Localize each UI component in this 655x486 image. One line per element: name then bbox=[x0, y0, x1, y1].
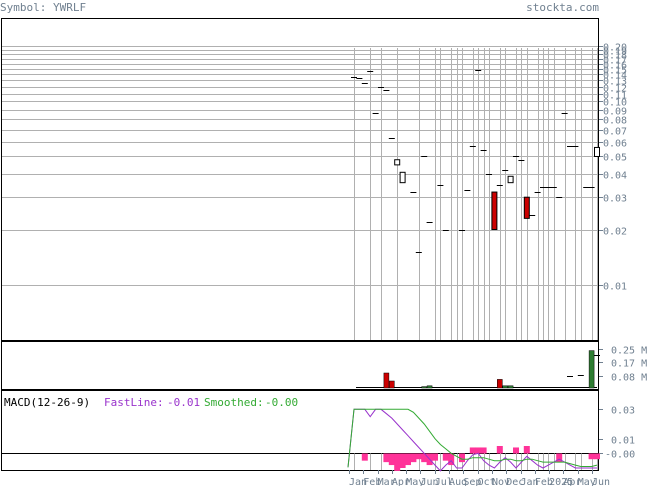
volume-tick-label: 0.25 M bbox=[611, 346, 647, 357]
price-tick-label: 0.07 bbox=[603, 127, 627, 138]
macd-histogram-bar bbox=[594, 453, 600, 460]
volume-tick-label: 0.17 M bbox=[611, 359, 647, 370]
price-tick-label: 0.18 bbox=[603, 51, 627, 62]
fastline-label: FastLine: bbox=[104, 396, 164, 409]
price-tick-label: 0.04 bbox=[603, 171, 627, 182]
volume-frame bbox=[1, 341, 599, 390]
price-frame bbox=[1, 18, 599, 341]
volume-tick-label: 0.08 M bbox=[611, 373, 647, 384]
price-tick-label: 0.05 bbox=[603, 153, 627, 164]
price-candle bbox=[491, 191, 498, 231]
macd-title: MACD(12-26-9) bbox=[4, 396, 90, 409]
smoothed-series bbox=[347, 408, 598, 468]
volume-bar bbox=[588, 350, 595, 389]
symbol-label: Symbol: YWRLF bbox=[0, 1, 86, 14]
volume-bar bbox=[389, 380, 395, 389]
price-tick-label: 0.03 bbox=[603, 194, 627, 205]
price-tick-label: 0.17 bbox=[603, 56, 627, 67]
x-tick-label: Dec bbox=[506, 477, 524, 486]
price-panel: 0.200.190.180.170.160.150.140.130.120.11… bbox=[1, 18, 627, 341]
volume-bar bbox=[497, 379, 503, 389]
macd-histogram-bar bbox=[523, 446, 530, 454]
fastline-series bbox=[347, 408, 597, 472]
price-tick-label: 0.19 bbox=[603, 47, 627, 58]
macd-histogram-bar bbox=[496, 446, 503, 454]
price-tick-label: 0.11 bbox=[603, 91, 627, 102]
macd-histogram-bar bbox=[556, 453, 563, 463]
macd-histogram-bar bbox=[448, 453, 455, 466]
x-tick-label: Jul bbox=[435, 477, 453, 486]
macd-tick-label: 0.03 bbox=[611, 406, 635, 417]
macd-histogram-bar bbox=[421, 453, 428, 463]
x-tick-label: Jun bbox=[420, 477, 438, 486]
volume-bar bbox=[421, 386, 427, 389]
price-tick-label: 0.08 bbox=[603, 116, 627, 127]
x-tick-label: Jan bbox=[349, 477, 367, 486]
macd-histogram-bar bbox=[475, 447, 482, 454]
volume-bar bbox=[383, 372, 390, 389]
macd-histogram-bar bbox=[415, 453, 422, 460]
macd-frame bbox=[1, 390, 599, 471]
price-tick-label: 0.13 bbox=[603, 77, 627, 88]
x-tick-label: 2025 bbox=[549, 477, 573, 486]
x-tick-label: May bbox=[406, 477, 424, 486]
macd-histogram-bar bbox=[405, 453, 411, 466]
price-candle bbox=[507, 175, 514, 184]
volume-bar bbox=[507, 385, 514, 389]
x-tick-label: Mar bbox=[378, 477, 396, 486]
x-tick-label: Jan bbox=[521, 477, 539, 486]
macd-histogram-bar bbox=[588, 453, 595, 460]
x-tick-label: Jun bbox=[592, 477, 610, 486]
site-label[interactable]: stockta.com bbox=[526, 1, 599, 14]
volume-bar bbox=[502, 385, 508, 389]
volume-bar bbox=[426, 385, 433, 389]
x-tick-label: Sep bbox=[463, 477, 481, 486]
macd-histogram-bar bbox=[513, 447, 519, 454]
price-tick-label: 0.02 bbox=[603, 227, 627, 238]
price-candle bbox=[594, 146, 600, 157]
x-tick-label: Oct bbox=[478, 477, 496, 486]
x-tick-label: Feb bbox=[535, 477, 553, 486]
price-candle bbox=[523, 196, 530, 219]
macd-histogram-bar bbox=[469, 447, 476, 454]
smoothed-label: Smoothed: bbox=[204, 396, 264, 409]
macd-histogram-bar bbox=[459, 453, 465, 463]
price-tick-label: 0.14 bbox=[603, 71, 627, 82]
volume-panel: 0.25 M 0.17 M 0.08 M bbox=[1, 341, 647, 390]
macd-histogram-bar bbox=[432, 453, 438, 461]
macd-histogram-bar bbox=[394, 453, 401, 471]
smoothed-value: -0.00 bbox=[265, 396, 298, 409]
x-axis: JanFebMarAprMayJunJulAugSepOctNovDecJanF… bbox=[349, 470, 610, 486]
price-tick-label: 0.06 bbox=[603, 139, 627, 150]
price-tick-label: 0.09 bbox=[603, 107, 627, 118]
price-tick-label: 0.16 bbox=[603, 61, 627, 72]
macd-histogram-bar bbox=[383, 453, 390, 463]
macd-histogram-bar bbox=[399, 453, 406, 468]
price-tick-label: 0.15 bbox=[603, 66, 627, 77]
price-tick-label: 0.12 bbox=[603, 84, 627, 95]
macd-histogram-bar bbox=[480, 447, 487, 454]
macd-panel: 0.03 0.01 -0.00 bbox=[1, 390, 635, 472]
fastline-value: -0.01 bbox=[167, 396, 200, 409]
x-tick-label: Nov bbox=[492, 477, 510, 486]
x-tick-label: May bbox=[578, 477, 596, 486]
macd-histogram-bar bbox=[442, 453, 449, 461]
price-tick-label: 0.10 bbox=[603, 98, 627, 109]
macd-histogram-bar bbox=[361, 453, 368, 461]
macd-tick-label: 0.01 bbox=[611, 436, 635, 447]
x-tick-label: Apr bbox=[563, 477, 581, 486]
x-tick-label: Feb bbox=[363, 477, 381, 486]
x-tick-label: Apr bbox=[392, 477, 410, 486]
macd-histogram-bar bbox=[410, 453, 417, 463]
macd-histogram-bar bbox=[388, 453, 395, 466]
price-candle bbox=[399, 171, 406, 184]
macd-tick-label: -0.00 bbox=[605, 450, 635, 461]
price-tick-label: 0.01 bbox=[603, 282, 627, 293]
price-candle bbox=[394, 159, 401, 166]
price-tick-label: 0.20 bbox=[603, 43, 627, 54]
x-tick-label: Aug bbox=[449, 477, 467, 486]
